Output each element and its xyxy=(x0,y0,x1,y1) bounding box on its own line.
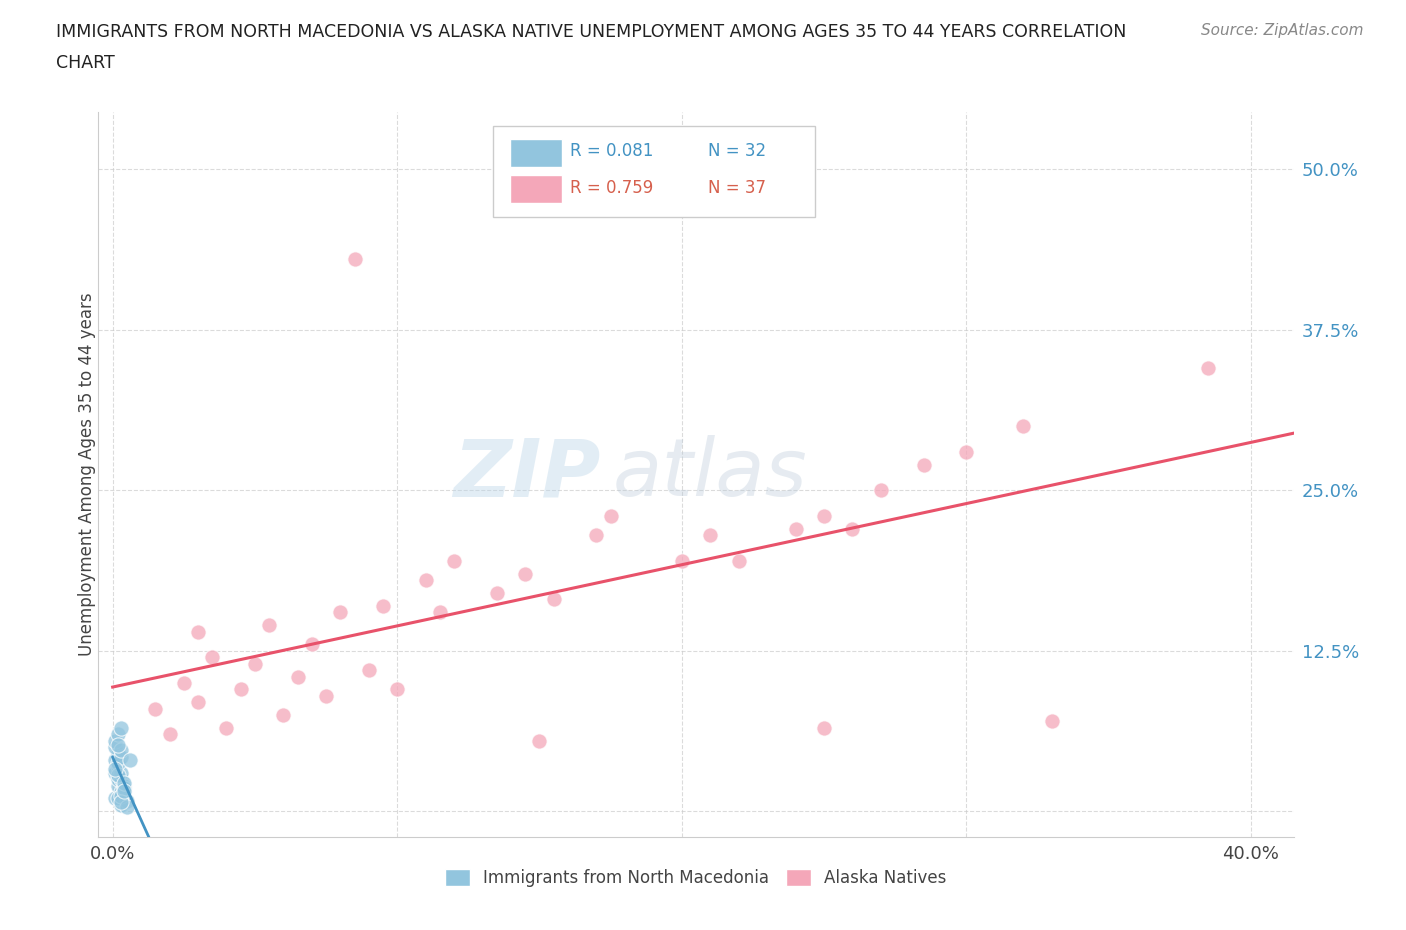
Point xyxy=(110,785,132,800)
Point xyxy=(112,783,135,798)
Point xyxy=(115,800,138,815)
Point xyxy=(107,727,129,742)
Point xyxy=(385,682,409,697)
Point xyxy=(187,624,209,639)
Point xyxy=(107,755,129,770)
Point xyxy=(315,688,337,703)
Point xyxy=(229,682,252,697)
Point xyxy=(110,750,132,764)
Point xyxy=(112,776,135,790)
Point xyxy=(159,727,181,742)
Point xyxy=(107,791,129,806)
Point xyxy=(110,797,132,812)
Text: Source: ZipAtlas.com: Source: ZipAtlas.com xyxy=(1201,23,1364,38)
Point xyxy=(107,778,129,793)
Legend: Immigrants from North Macedonia, Alaska Natives: Immigrants from North Macedonia, Alaska … xyxy=(439,862,953,894)
Text: N = 32: N = 32 xyxy=(709,142,766,161)
Point xyxy=(599,509,621,524)
Point xyxy=(143,701,166,716)
Point xyxy=(110,721,132,736)
Point xyxy=(104,765,127,780)
Point xyxy=(104,762,127,777)
FancyBboxPatch shape xyxy=(509,176,562,203)
Point xyxy=(955,445,977,459)
Point xyxy=(841,522,863,537)
Point xyxy=(1040,714,1063,729)
Point xyxy=(112,778,135,793)
Point xyxy=(485,586,508,601)
Point xyxy=(215,721,238,736)
Point xyxy=(110,789,132,804)
Text: R = 0.759: R = 0.759 xyxy=(571,179,654,197)
Point xyxy=(585,528,607,543)
Point xyxy=(107,737,129,752)
Point xyxy=(912,458,935,472)
Text: CHART: CHART xyxy=(56,54,115,72)
Point xyxy=(415,573,437,588)
Point xyxy=(110,772,132,787)
Point xyxy=(110,765,132,780)
Point xyxy=(329,604,352,619)
Text: atlas: atlas xyxy=(613,435,807,513)
Point xyxy=(104,733,127,748)
Point xyxy=(671,553,693,568)
Point xyxy=(515,566,537,581)
FancyBboxPatch shape xyxy=(494,126,815,217)
Point xyxy=(357,663,380,678)
Point xyxy=(104,791,127,806)
Text: N = 37: N = 37 xyxy=(709,179,766,197)
Point xyxy=(1012,418,1035,433)
Point xyxy=(727,553,749,568)
Point xyxy=(112,781,135,796)
Point xyxy=(173,675,195,690)
Point xyxy=(870,483,893,498)
Point xyxy=(287,669,309,684)
Text: ZIP: ZIP xyxy=(453,435,600,513)
Point xyxy=(429,604,451,619)
Point xyxy=(813,509,835,524)
Point xyxy=(107,759,129,774)
Point xyxy=(112,785,135,800)
Point xyxy=(343,252,366,267)
FancyBboxPatch shape xyxy=(509,140,562,166)
Point xyxy=(543,592,565,607)
Point xyxy=(443,553,465,568)
Point xyxy=(257,618,280,632)
Point xyxy=(115,793,138,808)
Point xyxy=(107,746,129,761)
Point xyxy=(104,752,127,767)
Y-axis label: Unemployment Among Ages 35 to 44 years: Unemployment Among Ages 35 to 44 years xyxy=(79,293,96,656)
Point xyxy=(110,795,132,810)
Point xyxy=(201,650,224,665)
Point xyxy=(1197,361,1219,376)
Point xyxy=(371,599,394,614)
Point xyxy=(243,657,266,671)
Point xyxy=(813,721,835,736)
Point xyxy=(107,772,129,787)
Point xyxy=(104,739,127,754)
Point xyxy=(273,708,295,723)
Point xyxy=(187,695,209,710)
Point xyxy=(110,742,132,757)
Point xyxy=(107,768,129,783)
Point xyxy=(699,528,721,543)
Point xyxy=(301,637,323,652)
Point xyxy=(529,733,551,748)
Text: R = 0.081: R = 0.081 xyxy=(571,142,654,161)
Point xyxy=(118,752,141,767)
Point xyxy=(785,522,807,537)
Text: IMMIGRANTS FROM NORTH MACEDONIA VS ALASKA NATIVE UNEMPLOYMENT AMONG AGES 35 TO 4: IMMIGRANTS FROM NORTH MACEDONIA VS ALASK… xyxy=(56,23,1126,41)
